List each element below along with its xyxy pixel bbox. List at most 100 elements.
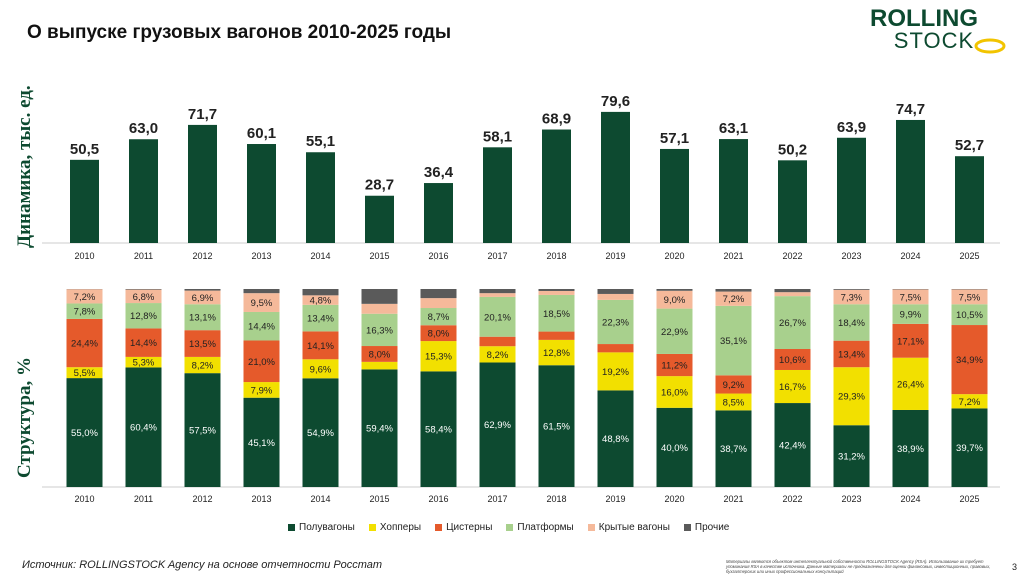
stack-seg-1-2025: [951, 394, 988, 409]
stack-seg-4-2010: [66, 289, 103, 304]
stack-label-2-2023: 13,4%: [838, 349, 865, 360]
stack-label-3-2017: 20,1%: [484, 312, 511, 323]
stack-seg-5-2018: [538, 289, 575, 291]
stack-seg-0-2015: [361, 369, 398, 487]
source-note: Источник: ROLLINGSTOCK Agency на основе …: [22, 559, 383, 571]
stack-seg-2-2022: [774, 348, 811, 370]
stack-seg-2-2011: [125, 328, 162, 357]
legend-label-0: Полувагоны: [299, 522, 355, 533]
top-bar-2014: [306, 152, 335, 243]
stack-label-1-2020: 16,0%: [661, 387, 688, 398]
page-title: О выпуске грузовых вагонов 2010-2025 год…: [27, 22, 452, 43]
stack-label-1-2024: 26,4%: [897, 379, 924, 390]
stack-label-2-2020: 11,2%: [661, 361, 688, 372]
stack-seg-0-2023: [833, 425, 870, 487]
stack-seg-0-2019: [597, 390, 634, 487]
stack-label-3-2012: 13,1%: [189, 313, 216, 324]
stack-seg-3-2022: [774, 296, 811, 349]
bottom-xtick-2025: 2025: [959, 494, 979, 504]
stack-seg-5-2022: [774, 289, 811, 293]
stack-label-3-2023: 18,4%: [838, 318, 865, 329]
legend-item-0: Полувагоны: [288, 522, 355, 533]
stack-seg-2-2014: [302, 331, 339, 360]
bottom-xtick-2012: 2012: [192, 494, 212, 504]
stack-seg-0-2020: [656, 407, 693, 487]
stack-seg-4-2018: [538, 290, 575, 295]
bottom-xtick-2016: 2016: [428, 494, 448, 504]
stack-label-4-2013: 9,5%: [251, 298, 273, 309]
stack-seg-1-2010: [66, 367, 103, 379]
stack-label-2-2014: 14,1%: [307, 341, 334, 352]
top-bar-label-2014: 55,1: [306, 133, 335, 150]
top-bar-2018: [542, 129, 571, 243]
stack-seg-4-2021: [715, 291, 752, 306]
stack-seg-2-2021: [715, 375, 752, 394]
stack-seg-2-2023: [833, 340, 870, 368]
stack-seg-2-2015: [361, 346, 398, 362]
stack-seg-3-2011: [125, 303, 162, 329]
stack-label-2-2011: 14,4%: [130, 338, 157, 349]
stack-seg-0-2013: [243, 397, 280, 487]
stack-label-2-2012: 13,5%: [189, 339, 216, 350]
logo-swoosh: [974, 38, 1006, 54]
stack-label-0-2023: 31,2%: [838, 452, 865, 463]
stack-seg-0-2010: [66, 378, 103, 487]
legend-item-4: Крытые вагоны: [587, 522, 670, 533]
stack-label-0-2010: 55,0%: [71, 428, 98, 439]
top-xtick-2025: 2025: [959, 251, 979, 261]
top-bar-label-2023: 63,9: [837, 119, 866, 136]
stack-label-1-2023: 29,3%: [838, 392, 865, 403]
stack-seg-1-2011: [125, 356, 162, 368]
stack-label-4-2014: 4,8%: [310, 296, 332, 307]
stack-label-1-2013: 7,9%: [251, 385, 273, 396]
stack-label-0-2017: 62,9%: [484, 420, 511, 431]
logo-line-1: ROLLING: [870, 5, 978, 32]
stack-seg-0-2024: [892, 409, 929, 487]
stack-label-3-2024: 9,9%: [900, 310, 922, 321]
stack-label-4-2023: 7,3%: [841, 293, 863, 304]
stack-seg-0-2011: [125, 367, 162, 487]
top-bar-label-2012: 71,7: [188, 106, 217, 123]
top-bar-2010: [70, 159, 99, 243]
stack-label-0-2013: 45,1%: [248, 438, 275, 449]
bottom-xtick-2013: 2013: [251, 494, 271, 504]
stack-seg-4-2013: [243, 293, 280, 312]
stack-seg-3-2024: [892, 304, 929, 324]
stack-label-3-2013: 14,4%: [248, 322, 275, 333]
stack-seg-1-2019: [597, 352, 634, 391]
top-bar-2013: [247, 144, 276, 243]
bottom-xtick-2017: 2017: [487, 494, 507, 504]
top-bar-label-2011: 63,0: [129, 120, 158, 137]
stack-label-0-2022: 42,4%: [779, 441, 806, 452]
top-xtick-2024: 2024: [900, 251, 920, 261]
legend: Полувагоны Хопперы Цистерны Платформы Крытые…: [288, 522, 729, 533]
top-bar-2012: [188, 124, 217, 243]
stack-seg-1-2021: [715, 393, 752, 411]
stack-label-3-2019: 22,3%: [602, 317, 629, 328]
stack-label-1-2021: 8,5%: [723, 397, 745, 408]
stack-seg-3-2023: [833, 304, 870, 341]
bottom-xtick-2011: 2011: [134, 494, 153, 504]
stack-seg-0-2012: [184, 373, 221, 487]
legend-swatch-0: [288, 524, 295, 531]
top-bar-label-2022: 50,2: [778, 141, 807, 158]
top-xtick-2016: 2016: [428, 251, 448, 261]
top-bar-label-2010: 50,5: [70, 141, 99, 158]
stack-label-4-2012: 6,9%: [192, 293, 214, 304]
stack-seg-0-2014: [302, 378, 339, 487]
legend-label-2: Цистерны: [446, 522, 493, 533]
stack-seg-4-2023: [833, 289, 870, 305]
stack-seg-2-2018: [538, 331, 575, 340]
stack-seg-1-2016: [420, 341, 457, 372]
legend-swatch-1: [368, 524, 376, 531]
top-bar-2016: [424, 183, 453, 243]
stack-label-1-2022: 16,7%: [779, 382, 806, 393]
stack-seg-3-2010: [66, 303, 103, 319]
stack-seg-4-2019: [597, 293, 634, 300]
bottom-xtick-2023: 2023: [841, 494, 861, 504]
stack-seg-0-2016: [420, 371, 457, 487]
bottom-xtick-2010: 2010: [74, 494, 94, 504]
stack-seg-1-2023: [833, 367, 870, 426]
stack-seg-3-2012: [184, 304, 221, 331]
stack-seg-4-2022: [774, 292, 811, 297]
